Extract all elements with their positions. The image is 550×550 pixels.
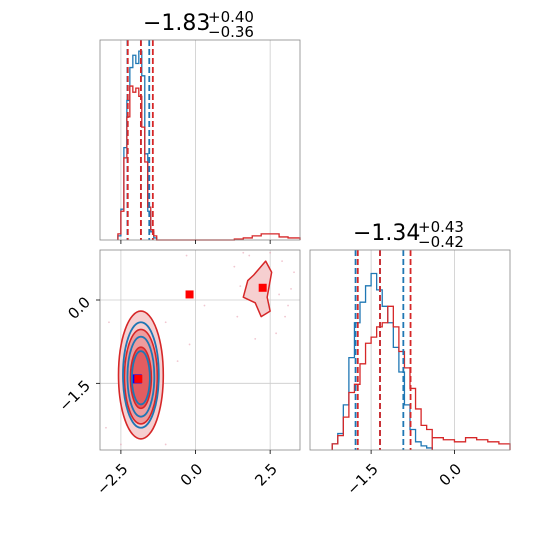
joint-scatter-point [188, 343, 191, 346]
joint-blue-contours [122, 321, 160, 429]
joint-scatter-point [275, 332, 278, 335]
joint-red-contours [117, 260, 273, 440]
y-marginal-title-value: −1.34 [353, 221, 420, 246]
joint-blue-contour [131, 350, 151, 406]
joint-marker-red [185, 290, 194, 299]
joint-scatter-point [242, 251, 245, 254]
joint-panel: −2.5 0.0 2.50.0−1.5 [56, 249, 301, 499]
joint-scatter-point [293, 271, 295, 274]
joint-scatter-point [239, 285, 242, 288]
joint-marker-red [134, 374, 143, 383]
joint-scatter-point [164, 321, 167, 324]
x-marginal-grid [120, 40, 271, 240]
joint-scatter-point [287, 304, 289, 307]
joint-scatter-point [185, 254, 188, 257]
x-marginal-ticks [120, 240, 271, 244]
y-marginal-frame [309, 249, 511, 451]
joint-scatter-point [108, 321, 110, 324]
joint-scatter-point [119, 443, 122, 446]
joint-scatter-point [203, 304, 206, 307]
x-marginal-frame [99, 39, 301, 241]
joint-scatter-point [176, 360, 179, 363]
joint-scatter-point [236, 315, 239, 318]
joint-blue-contour [126, 335, 156, 418]
x-marginal-panel: −1.83 +0.40 −0.36 [99, 8, 301, 244]
joint-scatter-point [278, 293, 281, 296]
joint-red-secondary-contour [242, 260, 273, 318]
y-marginal-hist-red [331, 305, 511, 450]
joint-scatter-points [105, 251, 295, 446]
joint-scatter-point [290, 287, 292, 290]
joint-scatter-point [248, 254, 251, 257]
joint-scatter-point [254, 337, 257, 340]
y-marginal-title-minus: −0.42 [418, 233, 464, 251]
x-marginal-title-plus: +0.40 [208, 8, 254, 26]
joint-scatter-point [281, 260, 283, 263]
y-marginal-title-plus: +0.43 [418, 218, 464, 236]
joint-scatter-point [284, 315, 286, 318]
joint-scatter-point [105, 426, 107, 429]
y-marginal-histograms [331, 272, 511, 450]
x-marginal-quantile-lines [126, 40, 154, 240]
x-marginal-title-value: −1.83 [143, 11, 210, 36]
y-marginal-quantile-lines [354, 250, 412, 450]
joint-blue-contour [122, 321, 160, 429]
joint-markers [132, 283, 267, 384]
x-marginal-title-minus: −0.36 [208, 23, 254, 41]
joint-scatter-point [269, 251, 272, 254]
joint-scatter-point [233, 265, 236, 268]
joint-frame [99, 249, 301, 451]
joint-scatter-point [164, 443, 167, 446]
joint-marker-red [258, 283, 267, 292]
